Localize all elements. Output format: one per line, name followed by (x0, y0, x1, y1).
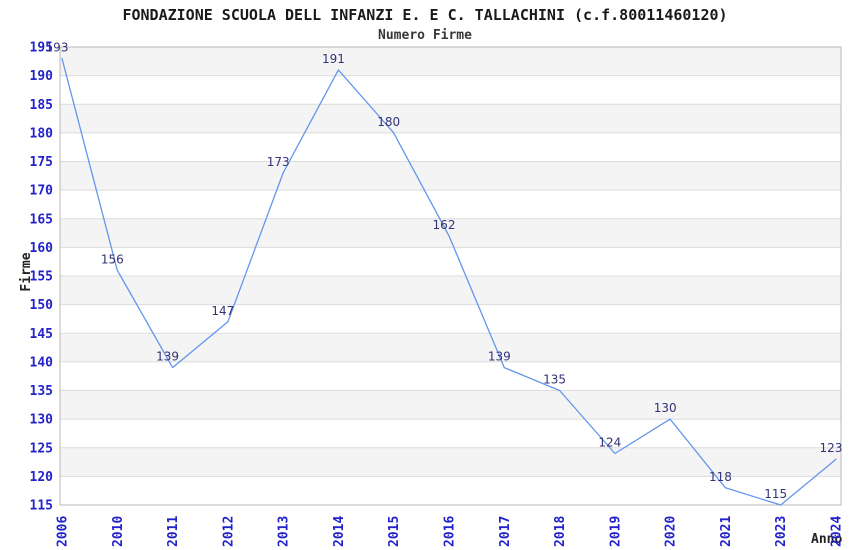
value-label: 156 (101, 252, 124, 266)
value-label: 173 (267, 155, 290, 169)
value-label: 118 (709, 470, 732, 484)
y-tick-label: 145 (30, 327, 53, 342)
grid-band (60, 104, 841, 133)
value-label: 162 (433, 218, 456, 232)
value-label: 147 (211, 304, 234, 318)
y-tick-label: 170 (30, 184, 54, 199)
y-tick-label: 150 (30, 298, 54, 313)
data-line (61, 57, 837, 506)
value-label: 130 (654, 401, 677, 415)
x-tick-label: 2024 (830, 516, 845, 547)
x-axis-title: Anno (811, 532, 843, 547)
value-label: 115 (764, 487, 787, 501)
grid-band (60, 47, 841, 76)
value-label: 124 (598, 435, 621, 449)
value-label: 180 (377, 115, 400, 129)
grid-band (60, 390, 841, 420)
x-tick-label: 2011 (166, 516, 181, 547)
x-tick-label: 2018 (553, 516, 568, 547)
grid-band (60, 161, 841, 191)
x-tick-label: 2023 (774, 516, 789, 547)
value-label: 191 (322, 52, 345, 66)
x-tick-label: 2010 (111, 516, 126, 547)
y-tick-label: 190 (30, 69, 54, 84)
x-tick-label: 2020 (664, 516, 679, 547)
x-tick-label: 2012 (221, 516, 236, 547)
value-label: 139 (488, 350, 511, 364)
x-tick-label: 2021 (719, 516, 734, 547)
x-tick-label: 2006 (56, 516, 71, 547)
y-tick-label: 185 (30, 98, 53, 113)
y-tick-label: 160 (30, 241, 54, 256)
value-label: 193 (46, 40, 69, 54)
y-tick-label: 175 (30, 155, 53, 170)
plot-border (59, 46, 842, 506)
y-tick-label: 155 (30, 270, 53, 285)
y-tick-label: 115 (30, 499, 53, 514)
x-tick-label: 2019 (608, 516, 623, 547)
chart-subtitle: Numero Firme (378, 28, 472, 43)
y-tick-label: 195 (30, 41, 53, 56)
y-tick-label: 180 (30, 126, 54, 141)
y-tick-label: 120 (30, 470, 54, 485)
x-tick-label: 2015 (387, 516, 402, 547)
grid-band (60, 447, 841, 477)
value-label: 123 (820, 441, 843, 455)
value-label: 135 (543, 373, 566, 387)
x-tick-label: 2013 (277, 516, 292, 547)
y-tick-label: 130 (30, 413, 54, 428)
y-tick-label: 165 (30, 212, 53, 227)
grid-band (60, 218, 841, 248)
y-tick-label: 140 (30, 355, 54, 370)
y-tick-label: 125 (30, 441, 53, 456)
y-tick-label: 135 (30, 384, 53, 399)
grid-band (60, 276, 841, 305)
value-label: 139 (156, 350, 179, 364)
x-tick-label: 2016 (443, 516, 458, 547)
x-tick-label: 2014 (332, 516, 347, 547)
grid-band (60, 333, 841, 362)
x-tick-label: 2017 (498, 516, 513, 547)
chart-title: FONDAZIONE SCUOLA DELL INFANZI E. E C. T… (122, 6, 728, 24)
